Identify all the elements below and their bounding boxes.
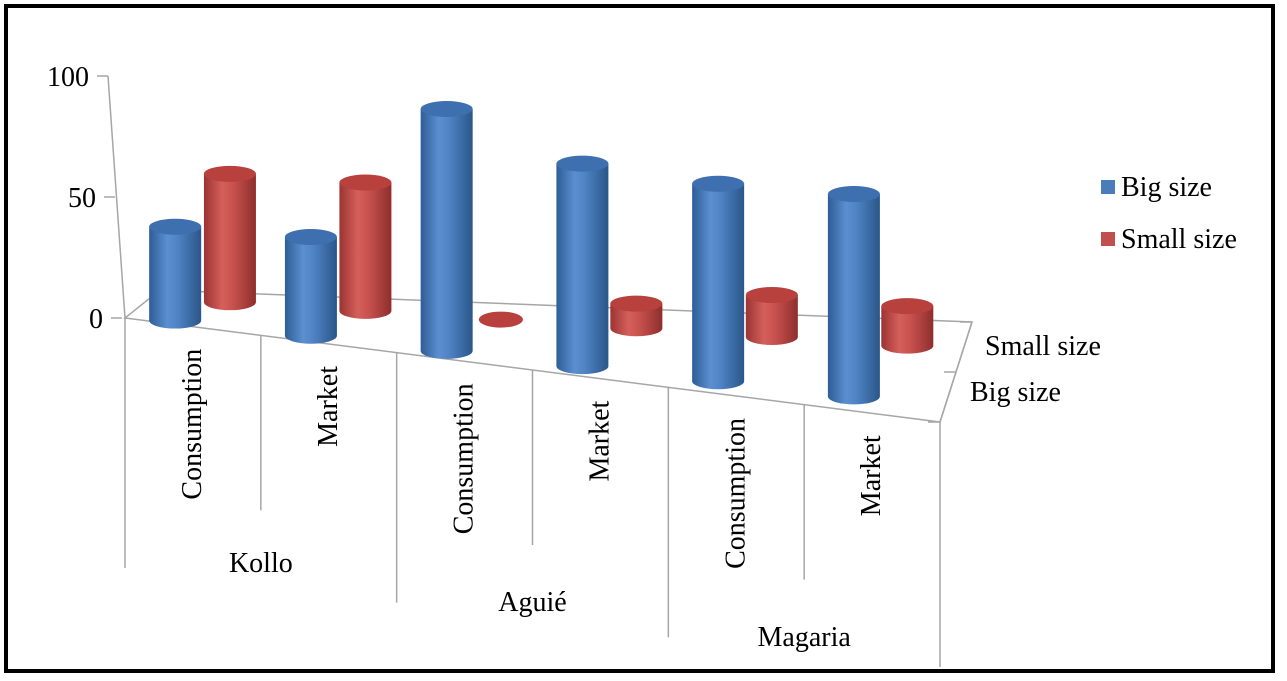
bar-big-size [420,100,473,359]
bar-body [745,294,798,345]
bar-big-size [556,155,609,375]
bar-cap [692,175,745,192]
bar-body [339,182,392,319]
depth-tick-label: Big size [970,377,1061,408]
subcategory-label: Market [313,366,344,447]
axis-labels: 100 50 0 Consumption Market Consumption Market… [47,62,1101,653]
subcategory-label: Consumption [177,349,208,500]
legend-label-big: Big size [1121,172,1212,203]
bar-cap [610,295,663,312]
subcategory-label: Market [856,435,887,516]
bar-body [203,173,256,311]
legend-label-small: Small size [1121,224,1237,255]
bar-cap [284,228,337,245]
bar-cap [745,286,798,303]
bar-body [881,306,934,354]
bar-small-size [203,165,256,311]
legend-item-small: Small size [1101,224,1237,256]
bar-cap [556,155,609,172]
axes [97,75,974,667]
bar-small-size [610,295,663,337]
y-axis-line [107,75,126,319]
bar-big-size [284,228,337,344]
bar-small-size [339,174,392,319]
y-tick-label: 50 [68,183,96,214]
bar-body [827,194,880,405]
bar-body [284,236,337,344]
bar-big-size [692,175,745,390]
bar-body [149,226,202,329]
legend-swatch-small [1101,232,1115,246]
bar-body [610,303,663,337]
legend-swatch-big [1101,180,1115,194]
bars [149,100,934,405]
bar-body [420,108,473,359]
group-label: Kollo [229,548,293,579]
bar-cap [203,165,256,182]
subcategory-label: Consumption [720,418,751,569]
bar-small-size [745,286,798,345]
bar-cap [881,298,934,315]
legend-item-big: Big size [1101,172,1212,204]
group-label: Aguié [498,587,566,618]
bar-big-size [149,218,202,329]
chart-frame [4,4,1275,673]
bar-small-size [881,298,934,354]
bar-big-size [827,186,880,405]
y-tick-label: 100 [47,62,89,93]
group-label: Magaria [758,622,852,653]
bar-cap [478,311,523,328]
subcategory-label: Market [584,400,615,481]
bar-small-size [478,311,523,328]
bar-cap [149,218,202,235]
bar-cap [827,186,880,203]
bar-cap [420,100,473,117]
bar-body [692,183,745,390]
subcategory-label: Consumption [449,383,480,534]
bar-body [556,163,609,375]
bar-cap [339,174,392,191]
depth-tick-label: Small size [985,331,1101,362]
y-tick-label: 0 [89,304,103,335]
